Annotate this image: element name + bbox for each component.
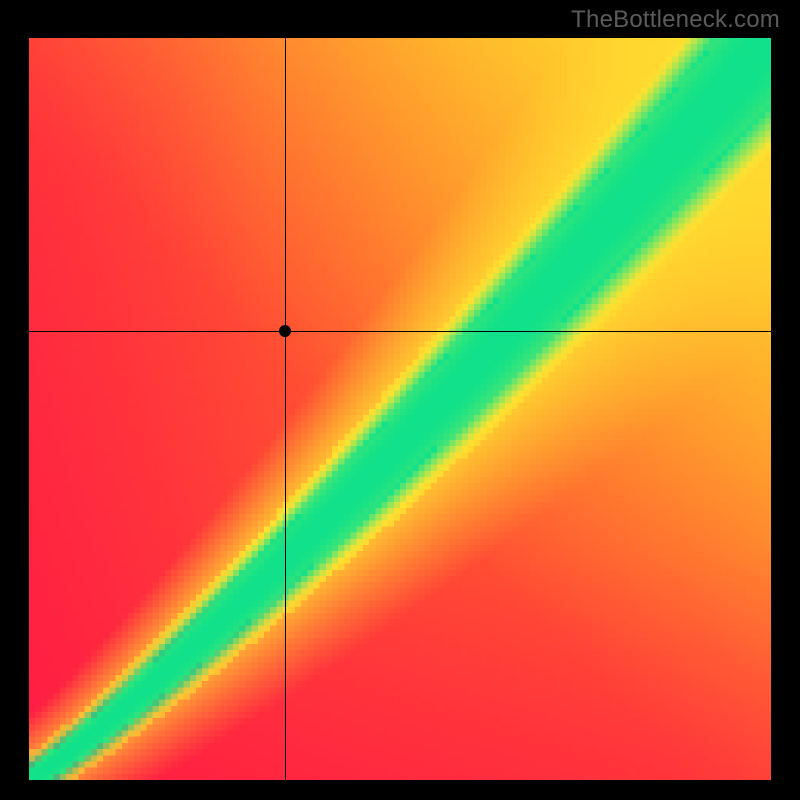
- crosshair-vertical: [285, 38, 286, 780]
- heatmap-canvas: [29, 38, 771, 780]
- watermark-text: TheBottleneck.com: [571, 6, 780, 34]
- crosshair-marker: [279, 325, 291, 337]
- chart-container: TheBottleneck.com: [0, 0, 800, 800]
- crosshair-horizontal: [29, 331, 771, 332]
- heatmap-plot-area: [29, 38, 771, 780]
